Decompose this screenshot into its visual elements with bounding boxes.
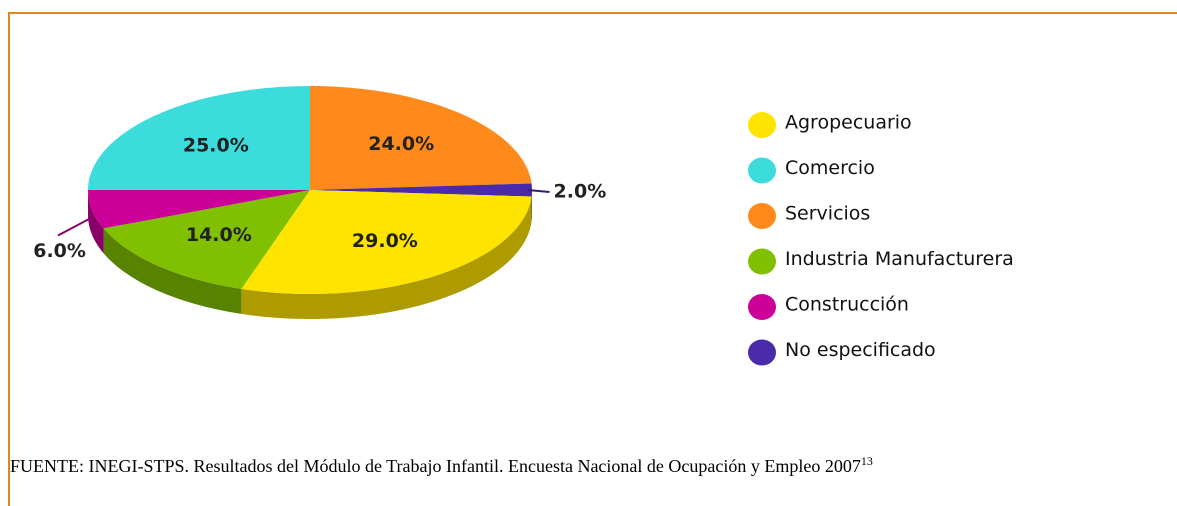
legend-label: Comercio: [785, 157, 875, 179]
data-label: 6.0%: [33, 240, 86, 262]
source: FUENTE: INEGI-STPS. Resultados del Módul…: [10, 451, 1085, 477]
frame: [8, 12, 1177, 506]
leader-line: [527, 189, 550, 193]
slice-side: [103, 228, 242, 314]
slice: [88, 190, 310, 229]
legend-label: Servicios: [785, 203, 870, 225]
slice: [310, 183, 532, 197]
legend-label: No especificado: [785, 339, 936, 361]
slice-side: [241, 196, 532, 319]
source-text: FUENTE: INEGI-STPS. Resultados del Módul…: [10, 456, 861, 476]
slice: [310, 86, 532, 190]
source-note: 13: [860, 454, 873, 468]
data-label: 2.0%: [554, 181, 607, 203]
legend-label: Industria Manufacturera: [785, 248, 1014, 270]
legend-swatch: [748, 112, 776, 138]
legend-swatch: [748, 157, 776, 184]
data-label: 25.0%: [183, 134, 249, 156]
legend-swatch: [748, 203, 776, 229]
slice: [88, 86, 310, 190]
legend-label: Agropecuario: [785, 112, 912, 134]
slice: [241, 190, 532, 294]
slice: [103, 190, 310, 289]
legend-swatch: [748, 248, 776, 275]
legend-swatch: [748, 339, 776, 366]
chart: 24.0% 2.0% 29.0% 14.0% 6.0% 25.0% Agropecuario…: [33, 86, 1014, 366]
data-label: 24.0%: [368, 133, 434, 155]
legend-swatch: [748, 294, 776, 320]
data-label: 29.0%: [352, 230, 418, 252]
legend-label: Construcción: [785, 294, 909, 316]
leader-line: [57, 216, 93, 237]
slice-side: [88, 190, 104, 254]
data-label: 14.0%: [186, 224, 252, 246]
